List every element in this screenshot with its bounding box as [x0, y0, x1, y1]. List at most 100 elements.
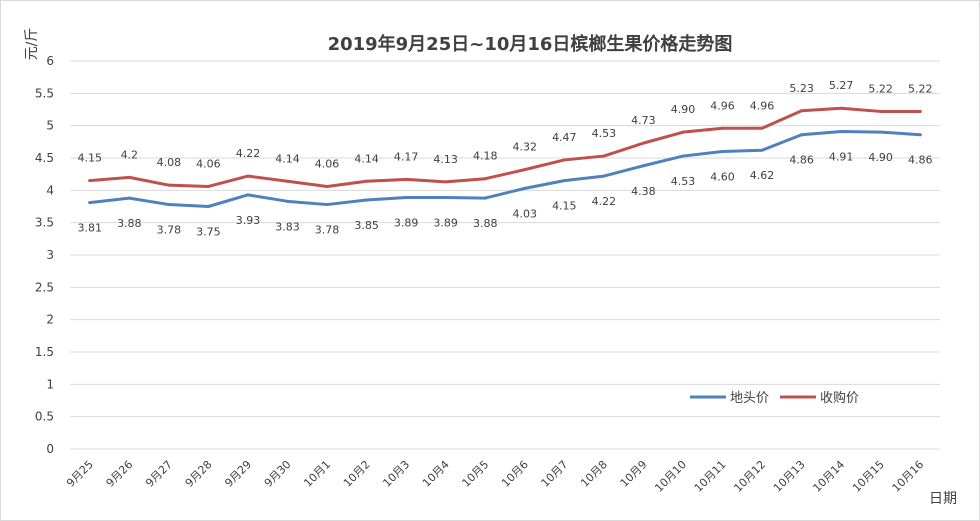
data-label: 4.15 — [78, 152, 103, 165]
data-label: 4.17 — [394, 150, 419, 163]
data-point — [444, 180, 448, 184]
data-point — [681, 130, 685, 134]
data-label: 5.22 — [868, 82, 893, 95]
data-label: 4.08 — [157, 156, 182, 169]
data-point — [365, 198, 369, 202]
y-tick-label: 2.5 — [35, 280, 54, 294]
data-point — [641, 164, 645, 168]
data-label: 4.62 — [750, 169, 775, 182]
data-point — [88, 179, 92, 183]
data-label: 4.96 — [750, 99, 775, 112]
legend-label: 地头价 — [730, 391, 769, 406]
data-point — [365, 179, 369, 183]
y-tick-label: 0 — [46, 442, 54, 456]
data-point — [286, 179, 289, 183]
data-point — [88, 201, 92, 205]
data-point — [918, 133, 922, 137]
data-point — [325, 184, 329, 188]
data-label: 4.15 — [552, 200, 577, 213]
data-point — [523, 168, 527, 172]
data-label: 4.03 — [513, 207, 538, 220]
data-point — [286, 199, 289, 203]
data-point — [839, 129, 843, 133]
data-label: 4.18 — [473, 150, 498, 163]
data-label: 4.90 — [868, 151, 893, 164]
y-tick-label: 1.5 — [35, 345, 54, 359]
data-label: 5.27 — [829, 79, 854, 92]
data-label: 4.06 — [196, 157, 221, 170]
data-label: 4.14 — [275, 152, 300, 165]
data-point — [800, 109, 804, 113]
data-label: 4.14 — [354, 152, 379, 165]
data-label: 4.86 — [789, 154, 814, 167]
y-tick-label: 1 — [46, 377, 54, 391]
data-point — [444, 195, 448, 199]
data-point — [562, 179, 566, 183]
data-label: 4.2 — [121, 148, 139, 161]
data-label: 3.81 — [78, 222, 103, 235]
data-label: 3.78 — [315, 224, 340, 237]
data-point — [206, 184, 210, 188]
data-label: 4.73 — [631, 114, 656, 127]
data-label: 3.85 — [354, 219, 379, 232]
data-point — [167, 203, 171, 207]
data-point — [127, 196, 131, 200]
data-label: 4.13 — [433, 153, 458, 166]
data-point — [523, 186, 527, 190]
data-label-layer: 3.81 3.88 3.78 3.75 3.93 3.83 3.78 3.85 3.89 3.89… — [78, 79, 933, 238]
chart-title: 2019年9月25日~10月16日槟榔生果价格走势图 — [328, 33, 733, 55]
data-point — [404, 195, 408, 199]
data-label: 5.22 — [908, 82, 933, 95]
data-point — [602, 154, 606, 158]
data-point — [760, 148, 764, 152]
y-axis-label: 元/斤 — [24, 28, 40, 61]
data-label: 4.22 — [592, 195, 617, 208]
y-tick-label: 2 — [46, 313, 54, 327]
y-tick-label: 4.5 — [35, 151, 54, 165]
y-tick-label: 3.5 — [35, 216, 54, 230]
data-label: 5.23 — [789, 82, 814, 95]
data-point — [760, 126, 764, 130]
y-tick-label: 6 — [46, 54, 54, 68]
grid-layer — [70, 60, 940, 450]
series-line — [88, 106, 922, 188]
data-label: 3.78 — [157, 224, 182, 237]
data-label: 4.47 — [552, 131, 577, 144]
data-point — [879, 130, 883, 134]
data-point — [879, 109, 883, 113]
data-point — [404, 177, 408, 181]
data-point — [483, 196, 487, 200]
data-point — [246, 174, 250, 178]
data-label: 3.88 — [117, 217, 142, 230]
data-label: 4.32 — [513, 141, 538, 154]
data-label: 4.90 — [671, 103, 696, 116]
x-axis-label: 日期 — [929, 491, 957, 507]
data-point — [483, 177, 487, 181]
data-label: 4.96 — [710, 99, 735, 112]
y-tick-label: 0.5 — [35, 410, 54, 424]
data-label: 3.89 — [394, 216, 419, 229]
data-point — [641, 141, 645, 145]
data-point — [167, 183, 171, 187]
data-label: 4.86 — [908, 154, 933, 167]
data-label: 3.75 — [196, 226, 221, 239]
data-point — [800, 133, 804, 137]
y-tick-label: 5 — [46, 119, 54, 133]
data-label: 4.53 — [592, 127, 617, 140]
data-point — [721, 126, 724, 130]
data-label: 4.60 — [710, 171, 735, 184]
data-point — [246, 193, 250, 197]
y-tick-label: 3 — [46, 248, 54, 262]
y-tick-layer: 0 0.5 1 1.5 2 2.5 3 3.5 4 4.5 5 5.5 6 — [35, 54, 54, 456]
data-point — [562, 158, 566, 162]
data-label: 3.93 — [236, 214, 261, 227]
data-point — [206, 205, 210, 208]
data-label: 3.83 — [275, 220, 300, 233]
y-tick-label: 4 — [46, 183, 54, 197]
series-line — [88, 129, 922, 208]
data-label: 4.53 — [671, 175, 696, 188]
data-point — [681, 154, 685, 158]
